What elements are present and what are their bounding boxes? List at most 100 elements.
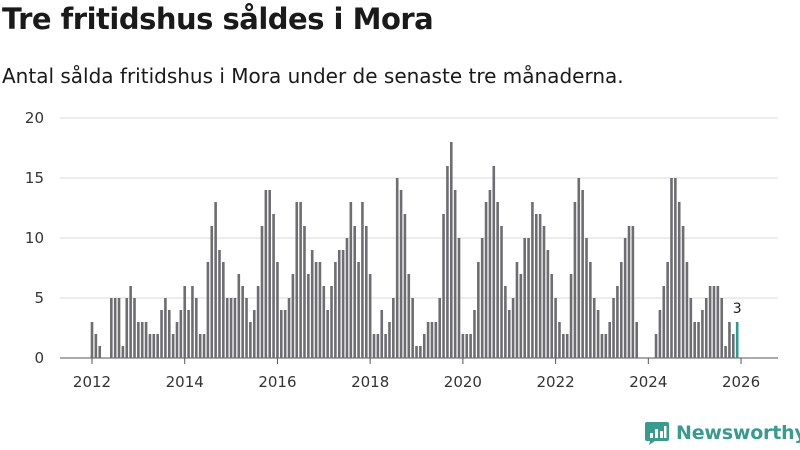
bar	[457, 238, 461, 358]
bar	[303, 226, 306, 358]
bar	[395, 178, 399, 358]
bar	[480, 238, 484, 358]
bar	[577, 178, 581, 358]
bar	[129, 286, 132, 358]
bars	[90, 142, 739, 358]
bar	[612, 298, 615, 358]
bar	[191, 286, 194, 358]
bar	[600, 334, 604, 358]
bar	[538, 214, 542, 358]
bar	[515, 262, 519, 358]
bar	[658, 310, 662, 358]
bar	[357, 262, 360, 358]
bar	[225, 298, 229, 358]
bar	[712, 286, 716, 358]
bar	[608, 322, 611, 358]
bar	[337, 250, 341, 358]
bar	[674, 178, 677, 358]
bar	[175, 322, 179, 358]
annotations: 3	[733, 301, 742, 317]
bar	[272, 214, 275, 358]
bar	[133, 298, 136, 358]
bar	[415, 346, 418, 358]
bar	[461, 334, 465, 358]
bar	[94, 334, 98, 358]
bar	[206, 262, 210, 358]
bar	[167, 310, 171, 358]
bar	[449, 142, 453, 358]
bar	[631, 226, 635, 358]
bar	[260, 226, 264, 358]
bar	[380, 310, 384, 358]
bar	[411, 298, 414, 358]
bar	[341, 250, 345, 358]
bar	[426, 322, 430, 358]
bar	[210, 226, 214, 358]
bar	[534, 214, 538, 358]
bar	[465, 334, 469, 358]
bar	[330, 286, 333, 358]
brand-name: Newsworthy	[676, 422, 800, 444]
bar	[473, 310, 476, 358]
newsworthy-logo-icon	[645, 422, 669, 445]
bar	[492, 166, 496, 358]
x-tick-label: 2024	[629, 373, 667, 391]
bar	[252, 310, 256, 358]
x-tick-label: 2022	[537, 373, 575, 391]
bar	[716, 286, 720, 358]
bar	[117, 298, 121, 358]
bar	[233, 298, 237, 358]
bar	[156, 334, 159, 358]
latest-value-label: 3	[733, 301, 742, 317]
bar	[372, 334, 376, 358]
bar	[446, 166, 449, 358]
bar	[171, 334, 175, 358]
bar	[585, 238, 588, 358]
bar	[110, 298, 113, 358]
x-tick-label: 2020	[444, 373, 482, 391]
bar	[419, 346, 422, 358]
x-tick-label: 2012	[73, 373, 111, 391]
y-tick-label: 0	[34, 349, 44, 367]
bar	[140, 322, 144, 358]
bar	[573, 202, 577, 358]
bar	[195, 298, 198, 358]
x-tick-label: 2016	[258, 373, 296, 391]
bar	[218, 250, 221, 358]
bar	[724, 346, 727, 358]
bar	[434, 322, 438, 358]
x-tick-label: 2014	[166, 373, 204, 391]
bar	[241, 286, 244, 358]
bar	[137, 322, 140, 358]
bar	[183, 286, 187, 358]
bar	[704, 298, 708, 358]
bar	[670, 178, 673, 358]
bar	[187, 310, 190, 358]
bar	[345, 238, 349, 358]
y-tick-label: 15	[25, 169, 44, 187]
bar	[256, 286, 260, 358]
bar	[98, 346, 102, 358]
bar	[635, 322, 639, 358]
bar	[314, 262, 318, 358]
bar	[368, 274, 372, 358]
bar	[276, 262, 279, 358]
bar	[430, 322, 434, 358]
bar	[477, 262, 480, 358]
bar	[523, 238, 526, 358]
bar	[581, 190, 584, 358]
bar	[407, 274, 411, 358]
bar	[666, 262, 669, 358]
bar	[589, 262, 592, 358]
chart-title: Tre fritidshus såldes i Mora	[2, 2, 434, 36]
bar	[388, 322, 391, 358]
bar	[720, 298, 724, 358]
bar	[500, 226, 503, 358]
bar	[693, 322, 696, 358]
bar	[121, 346, 125, 358]
bar	[268, 190, 272, 358]
y-tick-label: 5	[34, 289, 44, 307]
bar	[90, 322, 94, 358]
bar	[334, 262, 337, 358]
bar	[507, 310, 511, 358]
